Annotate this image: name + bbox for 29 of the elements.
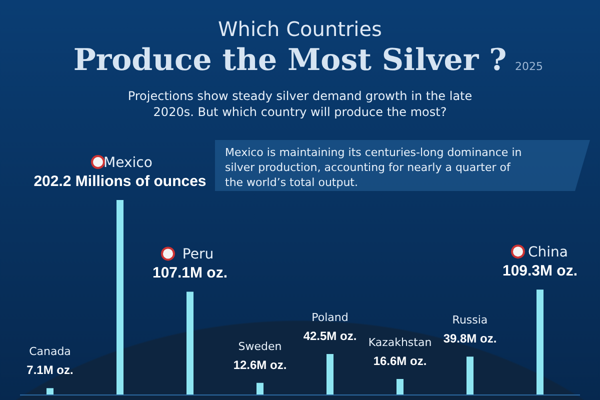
chart-title: Which Countries	[218, 17, 382, 41]
data-label: 16.6M oz.	[373, 354, 427, 368]
x-tick-label: Russia	[452, 314, 488, 327]
bar	[326, 354, 334, 395]
x-tick-label: Peru	[182, 246, 214, 263]
x-tick-label: Poland	[312, 311, 348, 324]
x-tick-label: Mexico	[104, 155, 152, 171]
data-label: 109.3M oz.	[502, 262, 578, 280]
bar	[536, 290, 544, 395]
text: 2025	[515, 60, 543, 73]
x-tick-label: Kazakhstan	[368, 336, 432, 349]
bar	[396, 378, 404, 395]
bar	[466, 356, 474, 395]
data-label: 7.1M oz.	[26, 363, 74, 378]
x-tick-label: Canada	[29, 345, 71, 358]
bar	[256, 382, 264, 395]
data-label: 39.8M oz.	[443, 332, 497, 346]
chart-subtitle: Produce the Most Silver ?	[73, 43, 507, 78]
data-label: 202.2 Millions of ounces	[34, 173, 206, 190]
bar	[186, 292, 194, 395]
callout-box: Mexico is maintaining its centuries-long dominance in silver production, accounting for nearly a quarter of the world’s total output.	[215, 140, 590, 191]
bar	[46, 388, 54, 395]
data-label: 42.5M oz.	[303, 329, 357, 344]
x-tick-label: Sweden	[238, 340, 282, 353]
bar	[116, 200, 124, 395]
data-label: 12.6M oz.	[233, 358, 287, 372]
data-label: 107.1M oz.	[152, 264, 228, 282]
text: Projections show steady silver demand growth in the late 2020s. But which country will produce the most?	[128, 89, 472, 119]
x-tick-label: China	[528, 244, 568, 261]
